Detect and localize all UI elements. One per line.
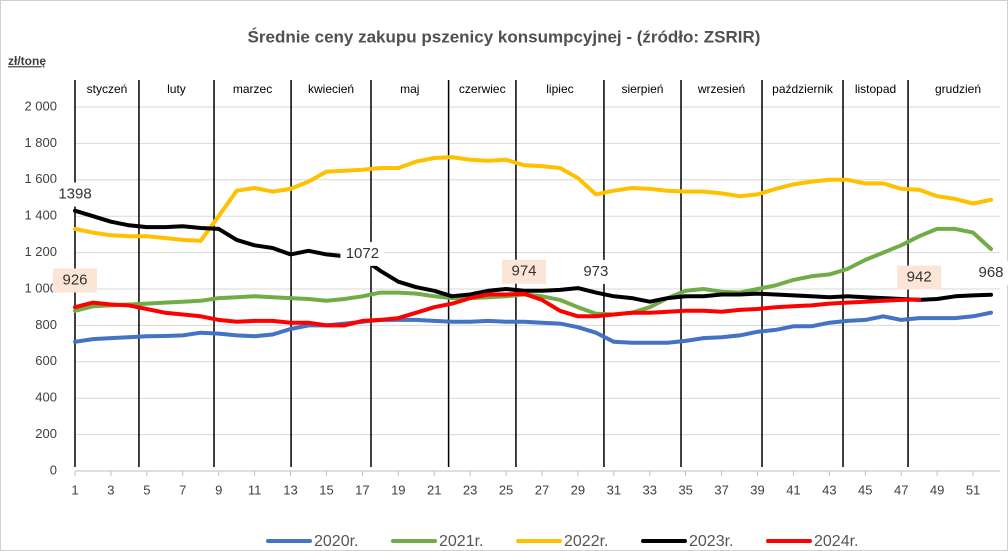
x-tick-label: 51 (966, 482, 980, 497)
x-tick-label: 47 (894, 482, 908, 497)
data-label-group: 942 (897, 265, 942, 290)
data-label-bg (969, 260, 1008, 285)
chart-title: Średnie ceny zakupu pszenicy konsumpcyjn… (248, 27, 761, 46)
y-tick-label: 400 (35, 390, 57, 405)
y-tick-label: 1 400 (24, 208, 57, 223)
data-label-bg (897, 265, 942, 290)
y-tick-label: 1 600 (24, 171, 57, 186)
x-tick-label: 49 (930, 482, 944, 497)
x-tick-label: 5 (143, 482, 150, 497)
data-label-group: 968 (969, 260, 1008, 285)
x-tick-label: 21 (427, 482, 441, 497)
data-label-bg (340, 241, 385, 266)
month-label: lipiec (546, 82, 573, 96)
x-tick-label: 45 (858, 482, 872, 497)
y-tick-label: 1 200 (24, 244, 57, 259)
data-label-bg (573, 259, 618, 284)
data-label-bg (502, 259, 547, 284)
month-label: listopad (855, 82, 896, 96)
x-tick-label: 33 (643, 482, 657, 497)
legend-label: 2020r. (314, 533, 358, 550)
x-tick-label: 15 (319, 482, 333, 497)
data-label-bg (53, 268, 97, 293)
y-tick-label: 600 (35, 353, 57, 368)
data-label: 973 (583, 263, 608, 280)
x-tick-label: 11 (248, 482, 262, 497)
month-label: kwiecień (308, 82, 354, 96)
data-label: 942 (907, 269, 932, 286)
series-line (73, 310, 993, 345)
y-tick-label: 800 (35, 317, 57, 332)
data-label-group: 973 (573, 259, 618, 284)
x-tick-label: 1 (71, 482, 78, 497)
x-tick-label: 37 (714, 482, 728, 497)
x-tick-label: 17 (355, 482, 369, 497)
y-tick-label: 2 000 (24, 98, 57, 113)
data-label-group: 1072 (340, 241, 385, 266)
month-label: czerwiec (459, 82, 506, 96)
month-label: grudzień (935, 82, 981, 96)
data-label: 1398 (58, 186, 91, 203)
x-tick-label: 35 (678, 482, 692, 497)
month-label: sierpień (621, 82, 663, 96)
y-tick-label: 1 800 (24, 135, 57, 150)
x-tick-label: 19 (391, 482, 405, 497)
x-tick-label: 31 (607, 482, 621, 497)
data-label: 926 (62, 271, 87, 288)
month-label: marzec (233, 82, 272, 96)
legend-label: 2022r. (564, 533, 608, 550)
data-label: 974 (512, 263, 537, 280)
data-label: 968 (979, 264, 1004, 281)
x-tick-label: 23 (463, 482, 477, 497)
x-tick-label: 25 (499, 482, 513, 497)
data-label-group: 974 (502, 259, 547, 284)
x-tick-label: 39 (750, 482, 764, 497)
series-line (73, 208, 993, 304)
y-tick-label: 1 000 (24, 280, 57, 295)
y-tick-label: 200 (35, 426, 57, 441)
x-tick-label: 29 (571, 482, 585, 497)
data-label: 1072 (346, 245, 379, 262)
series-line (73, 291, 922, 328)
data-label-group: 926 (53, 268, 97, 293)
y-tick-label: 0 (50, 462, 57, 477)
x-tick-label: 7 (179, 482, 186, 497)
data-label-bg (53, 182, 97, 207)
data-label-group: 1398 (53, 182, 97, 207)
month-label: luty (167, 82, 186, 96)
series-line (73, 155, 993, 243)
x-tick-label: 13 (283, 482, 297, 497)
legend-label: 2021r. (439, 533, 483, 550)
month-label: styczeń (87, 82, 128, 96)
month-label: wrzesień (697, 82, 745, 96)
x-tick-label: 9 (215, 482, 222, 497)
x-tick-label: 41 (786, 482, 800, 497)
x-tick-label: 43 (822, 482, 836, 497)
legend-label: 2023r. (689, 533, 733, 550)
y-axis-label: zł/tonę (8, 54, 46, 68)
month-label: październik (772, 82, 834, 96)
x-tick-label: 27 (535, 482, 549, 497)
legend-label: 2024r. (814, 533, 858, 550)
month-label: maj (400, 82, 419, 96)
x-tick-label: 3 (107, 482, 114, 497)
